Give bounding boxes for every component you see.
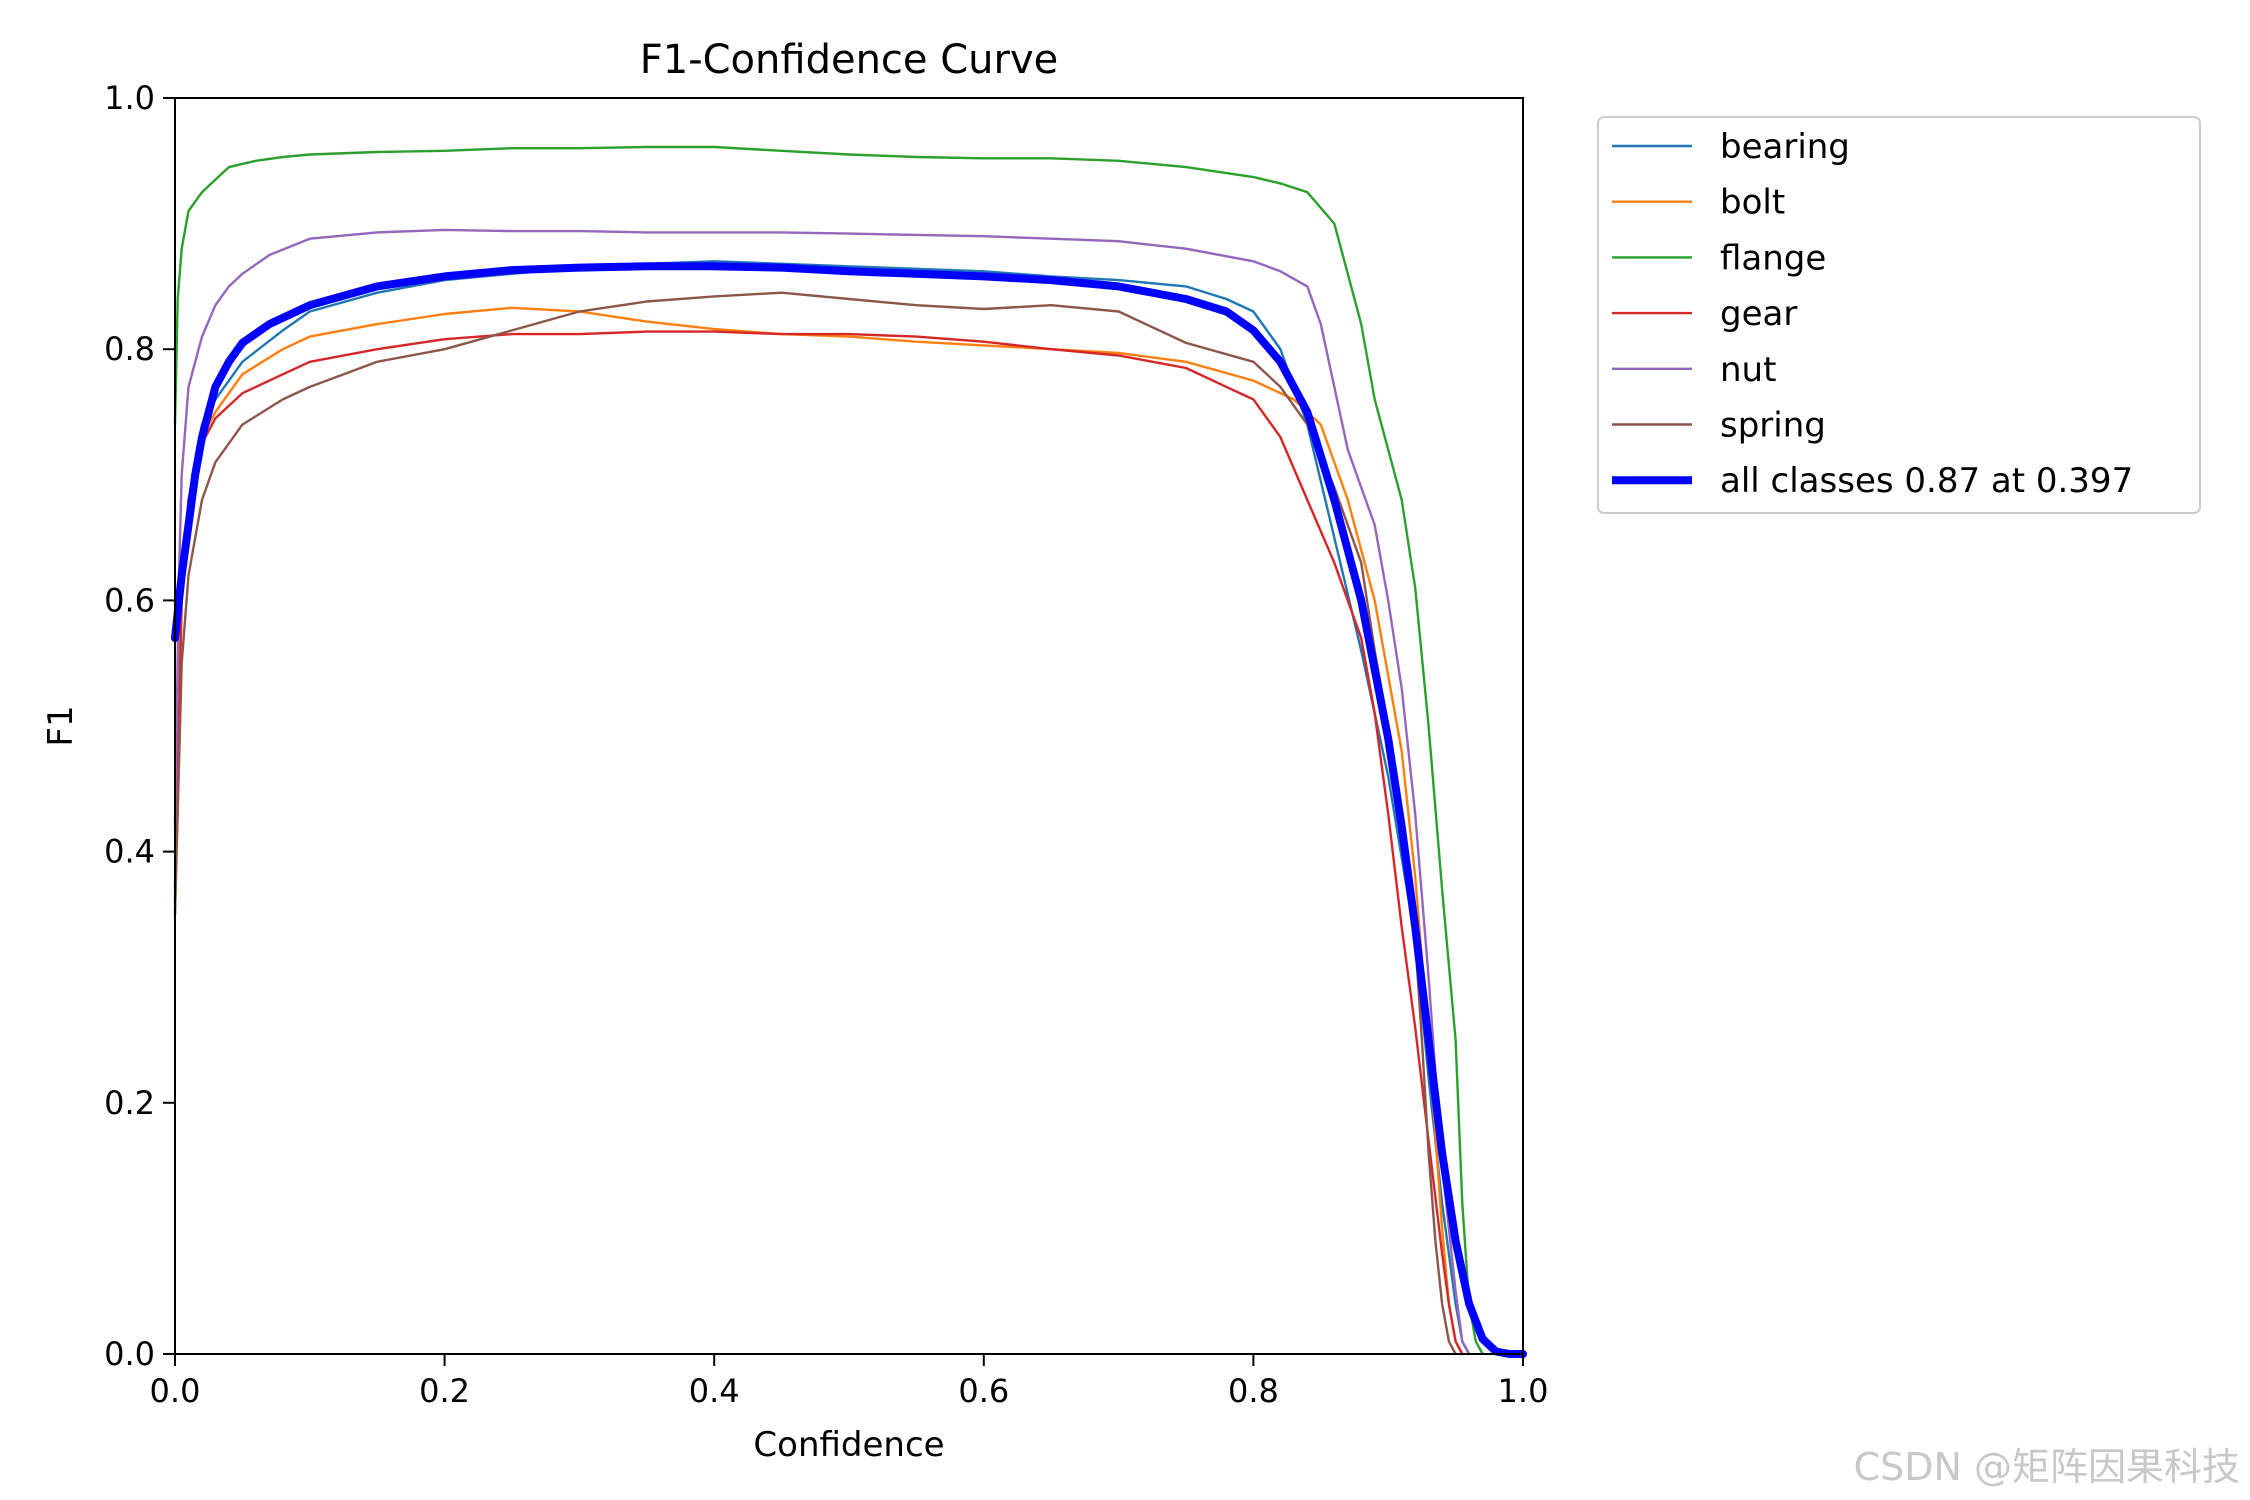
legend-label-gear: gear [1720,294,1797,334]
y-tick-label: 0.8 [104,330,155,368]
legend-label-all: all classes 0.87 at 0.397 [1720,461,2133,501]
legend-box [1597,116,2201,514]
plot-lines [171,145,1527,1358]
series-line-bearing [173,260,1471,1356]
series-line-all [171,262,1527,1358]
x-axis-label: Confidence [753,1425,944,1465]
series-line-flange [173,145,1484,1356]
y-axis-ticks: 0.0 0.2 0.4 0.6 0.8 1.0 [104,79,175,1373]
series-line-nut [173,228,1471,1356]
series-line-gear [173,330,1464,1356]
y-tick-label: 0.4 [104,833,155,871]
y-tick-label: 0.0 [104,1335,155,1373]
legend-label-bolt: bolt [1720,183,1785,223]
plot-frame [174,97,1524,1355]
y-axis-label: F1 [41,705,81,746]
legend-label-spring: spring [1720,406,1826,446]
legend-label-flange: flange [1720,238,1826,278]
y-tick-label: 1.0 [104,79,155,117]
watermark: CSDN @矩阵因果科技 [1854,1445,2240,1489]
x-tick-label: 0.6 [958,1372,1009,1410]
x-tick-label: 0.0 [150,1372,201,1410]
x-tick-label: 1.0 [1498,1372,1549,1410]
legend-label-nut: nut [1720,350,1776,390]
x-tick-label: 0.8 [1228,1372,1279,1410]
legend-items: bearing bolt flange gear nut spring all classe… [1612,127,2133,501]
chart-title: F1-Confidence Curve [640,37,1059,83]
legend: bearing bolt flange gear nut spring all classe… [1597,116,2201,514]
x-tick-label: 0.2 [419,1372,470,1410]
y-tick-label: 0.6 [104,581,155,619]
legend-label-bearing: bearing [1720,127,1850,167]
x-axis-ticks: 0.0 0.2 0.4 0.6 0.8 1.0 [150,1354,1549,1410]
x-tick-label: 0.4 [689,1372,740,1410]
series-line-spring [173,291,1457,1356]
series-line-bolt [173,306,1464,1356]
y-tick-label: 0.2 [104,1084,155,1122]
